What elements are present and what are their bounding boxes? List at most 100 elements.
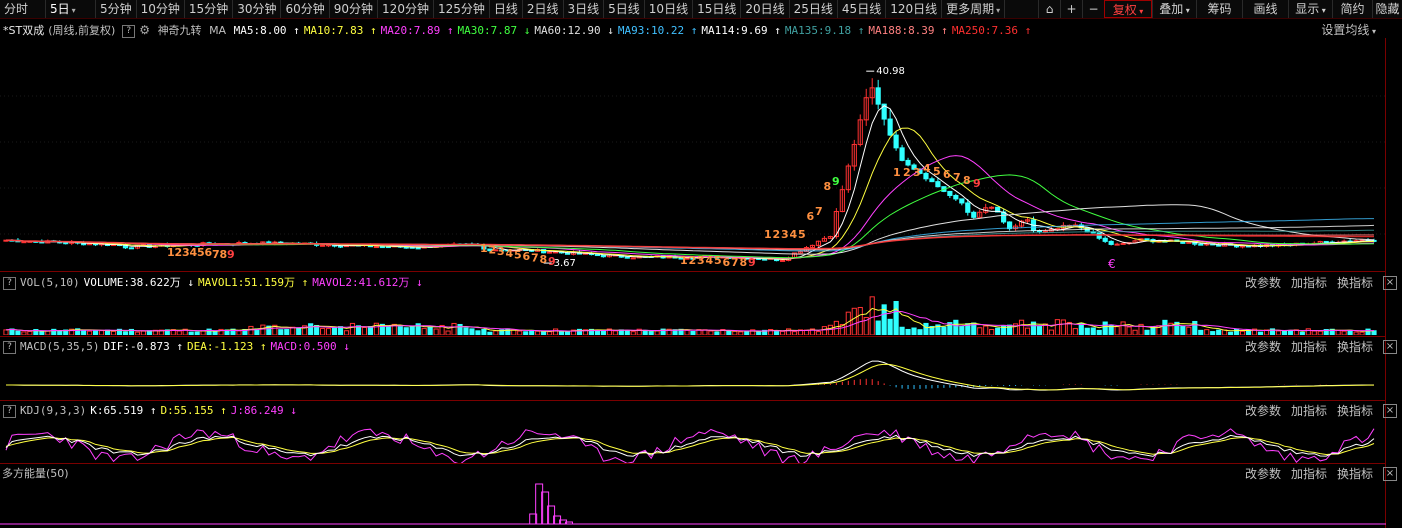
candle-body: [965, 202, 971, 213]
period-19[interactable]: 120日线: [886, 0, 943, 18]
vol-bar: [278, 329, 284, 335]
period-16[interactable]: 20日线: [741, 0, 790, 18]
vol-bar: [33, 329, 39, 335]
period-0[interactable]: 分时: [0, 0, 46, 18]
dfnl-name[interactable]: 多方能量(50): [2, 467, 69, 480]
period-11[interactable]: 2日线: [523, 0, 564, 18]
period-5[interactable]: 30分钟: [233, 0, 282, 18]
kdj-change-params[interactable]: 改参数: [1244, 404, 1281, 418]
vol-bar: [797, 329, 804, 335]
vol-bar: [349, 322, 356, 335]
macd-chart[interactable]: [0, 355, 1386, 399]
macd-swap-indicator[interactable]: 换指标: [1336, 340, 1373, 354]
vol-bar: [1216, 329, 1222, 335]
candle-body: [1323, 240, 1329, 243]
period-18[interactable]: 45日线: [838, 0, 887, 18]
vol-bar: [582, 329, 589, 335]
kdj-name[interactable]: KDJ(9,3,3): [20, 404, 87, 417]
candle-body: [415, 247, 421, 250]
zoom-in-icon[interactable]: +: [1060, 0, 1082, 18]
macd-add-indicator[interactable]: 加指标: [1290, 340, 1327, 354]
ma-label: MA: [209, 24, 227, 37]
gear-icon[interactable]: ⚙: [139, 23, 151, 37]
indicator-name[interactable]: 神奇九转: [157, 24, 202, 37]
period-13[interactable]: 5日线: [604, 0, 645, 18]
period-9[interactable]: 125分钟: [434, 0, 490, 18]
dfnl-chart[interactable]: [0, 482, 1386, 528]
macd-name[interactable]: MACD(5,35,5): [20, 340, 100, 353]
period-4[interactable]: 15分钟: [185, 0, 234, 18]
vol-add-indicator[interactable]: 加指标: [1290, 276, 1327, 290]
period-15[interactable]: 15日线: [693, 0, 742, 18]
period-3[interactable]: 10分钟: [137, 0, 185, 18]
period-14[interactable]: 10日线: [645, 0, 694, 18]
period-8[interactable]: 120分钟: [378, 0, 434, 18]
nine-e-8: 8: [963, 174, 971, 187]
period-1[interactable]: 5日 ▾: [46, 0, 96, 18]
help-icon[interactable]: ?: [122, 24, 136, 38]
period-12[interactable]: 3日线: [564, 0, 605, 18]
high-label: 40.98: [876, 66, 905, 77]
draw-line-button[interactable]: 画线: [1242, 0, 1288, 18]
vol-bar: [774, 330, 780, 335]
vol-help-icon[interactable]: ?: [3, 276, 16, 290]
vol-bar: [827, 324, 833, 335]
kdj-close-icon[interactable]: ×: [1383, 404, 1397, 418]
lock-icon[interactable]: ⌂: [1038, 0, 1060, 18]
dfnl-add-indicator[interactable]: 加指标: [1290, 467, 1327, 481]
period-20[interactable]: 更多周期 ▾: [942, 0, 1006, 18]
simple-button[interactable]: 简约: [1332, 0, 1372, 18]
volume-chart[interactable]: [0, 291, 1386, 335]
period-6[interactable]: 60分钟: [281, 0, 330, 18]
candle-body: [1018, 220, 1025, 227]
vol-bar: [140, 330, 146, 335]
vol-bar: [1078, 322, 1084, 335]
macd-help-icon[interactable]: ?: [3, 340, 16, 354]
dfnl-close-icon[interactable]: ×: [1383, 467, 1397, 481]
nine-e-7: 7: [953, 171, 961, 184]
vol-bar: [45, 330, 51, 335]
vol-bar: [427, 326, 433, 335]
vol-name[interactable]: VOL(5,10): [20, 276, 80, 289]
period-10[interactable]: 日线: [490, 0, 523, 18]
vol-bar: [391, 323, 397, 335]
vol-bar: [905, 328, 911, 335]
dfnl-swap-indicator[interactable]: 换指标: [1336, 467, 1373, 481]
vol-bar: [385, 325, 391, 335]
dfnl-change-params[interactable]: 改参数: [1244, 467, 1281, 481]
display-button[interactable]: 显示 ▾: [1288, 0, 1332, 18]
kdj-chart[interactable]: [0, 419, 1386, 463]
vol-change-params[interactable]: 改参数: [1244, 276, 1281, 290]
fuquan-button[interactable]: 复权 ▾: [1104, 0, 1152, 18]
nine-c-8: 8: [740, 256, 748, 269]
candle-body: [337, 245, 344, 248]
vol-bar: [1096, 329, 1102, 335]
kdj-swap-indicator[interactable]: 换指标: [1336, 404, 1373, 418]
zoom-out-icon[interactable]: −: [1082, 0, 1104, 18]
period-2[interactable]: 5分钟: [96, 0, 137, 18]
chips-button[interactable]: 筹码: [1196, 0, 1242, 18]
nine-f-6: 6: [987, 38, 995, 41]
vol-swap-indicator[interactable]: 换指标: [1336, 276, 1373, 290]
period-17[interactable]: 25日线: [790, 0, 838, 18]
period-7[interactable]: 90分钟: [330, 0, 379, 18]
nine-c-3: 3: [697, 254, 705, 267]
vol-bar: [39, 331, 45, 335]
kdj-help-icon[interactable]: ?: [3, 404, 16, 418]
macd-change-params[interactable]: 改参数: [1244, 340, 1281, 354]
ma-item-4: MA60:12.90 ↓: [534, 24, 614, 37]
vol-bar: [1030, 321, 1037, 335]
candlestick-chart[interactable]: 40.983.671 2 3 4 5 6 7 8 9 1 2 3 4 5 6 7 8 9 1 2 3 4 5 6 7 8 91 2 3 4…: [0, 38, 1386, 270]
hide-button[interactable]: 隐藏: [1372, 0, 1402, 18]
kdj-add-indicator[interactable]: 加指标: [1290, 404, 1327, 418]
vol-bar: [1090, 327, 1096, 335]
vol-bar: [182, 328, 188, 335]
vol-close-icon[interactable]: ×: [1383, 276, 1397, 290]
vol-bar: [1287, 329, 1293, 335]
ma-settings-button[interactable]: 设置均线 ▾: [1321, 23, 1376, 37]
candle-body: [875, 87, 881, 105]
macd-close-icon[interactable]: ×: [1383, 340, 1397, 354]
separator: [0, 400, 1386, 401]
nine-e-5: 5: [933, 165, 941, 178]
overlay-button[interactable]: 叠加 ▾: [1152, 0, 1196, 18]
